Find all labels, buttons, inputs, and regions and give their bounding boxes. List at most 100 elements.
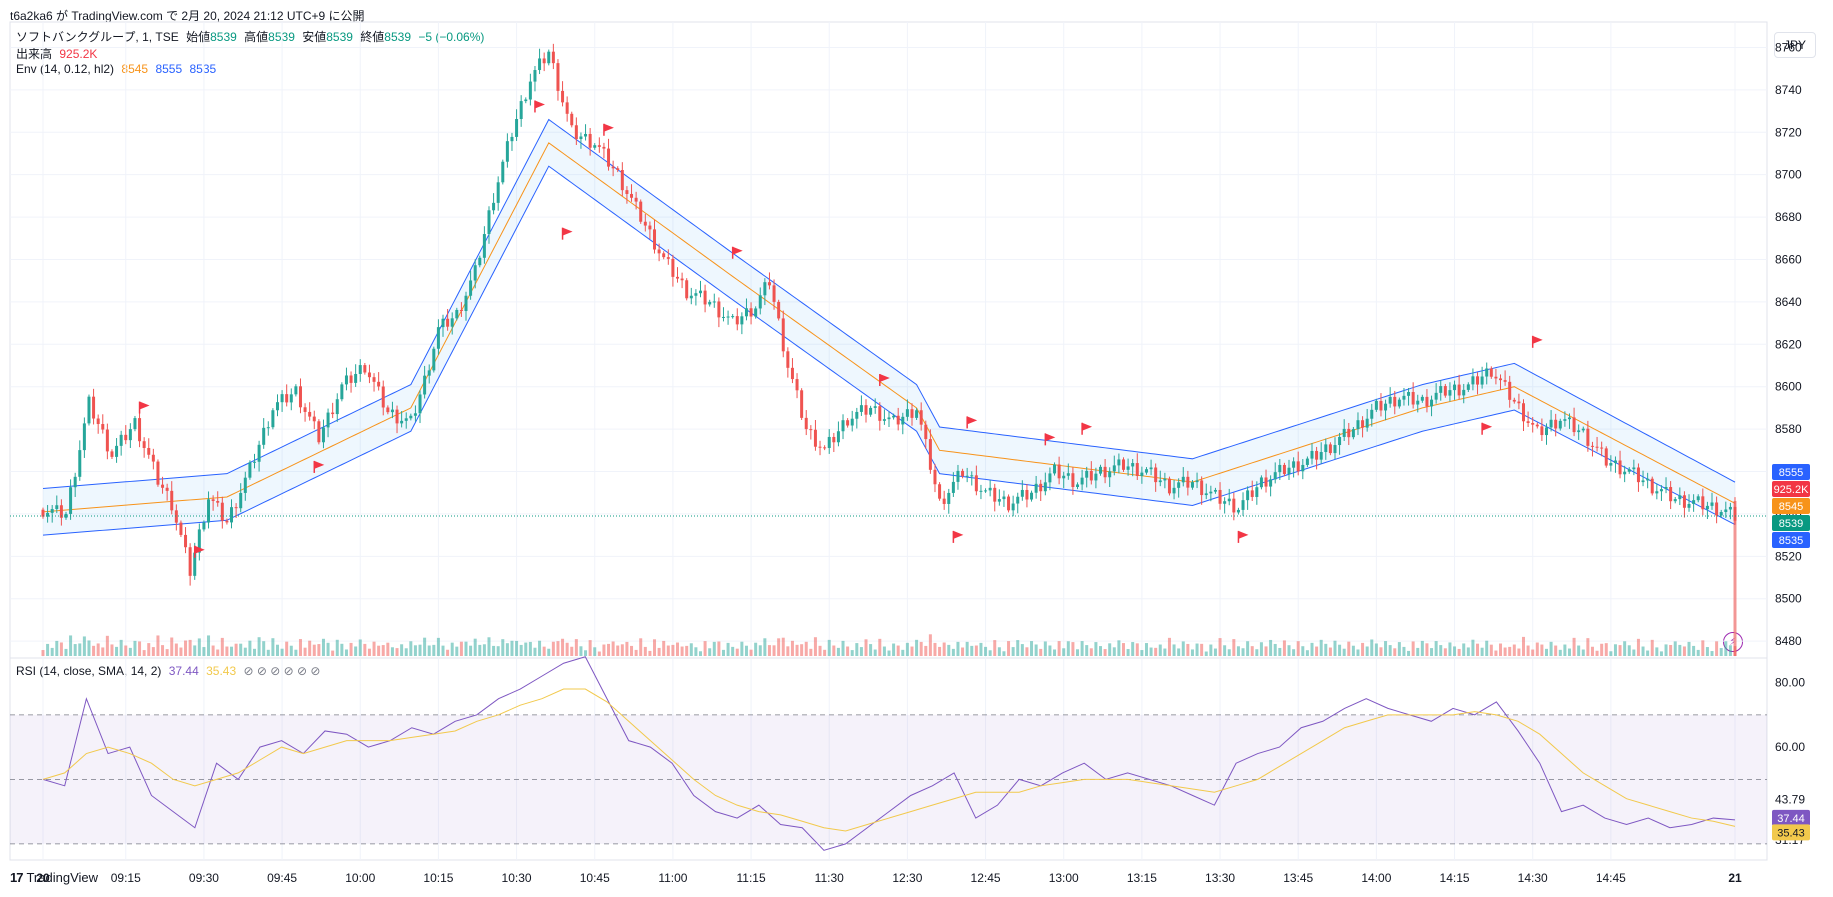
volume-bar <box>1287 645 1291 656</box>
volume-bar <box>1177 648 1181 656</box>
candle-body <box>1696 496 1700 501</box>
volume-bar <box>46 643 50 656</box>
volume-bar <box>1154 647 1158 656</box>
candle-body <box>1269 479 1273 487</box>
volume-bar <box>184 640 188 656</box>
volume-bar <box>1085 645 1089 656</box>
candle-body <box>349 375 353 383</box>
price-tick-label: 8640 <box>1775 295 1802 309</box>
candle-body <box>105 429 109 452</box>
volume-bar <box>1728 645 1732 656</box>
candle-body <box>41 509 45 517</box>
candle-body <box>712 301 716 303</box>
candle-body <box>836 431 840 443</box>
candle-body <box>703 290 707 305</box>
candle-body <box>395 409 399 424</box>
volume-bar <box>1659 651 1663 656</box>
volume-bar <box>275 644 279 656</box>
volume-bar <box>685 645 689 656</box>
candle-body <box>202 522 206 530</box>
currency-button[interactable]: JPY <box>1774 32 1816 58</box>
candle-body <box>358 365 362 374</box>
volume-bar <box>1540 644 1544 656</box>
candle-body <box>1250 490 1254 497</box>
candle-body <box>1048 473 1052 483</box>
candle-body <box>777 301 781 319</box>
volume-bar <box>73 644 77 656</box>
candle-body <box>579 136 583 140</box>
volume-bar <box>1641 646 1645 656</box>
high-label: 高値 <box>244 30 269 44</box>
time-tick-label: 20 <box>36 871 50 885</box>
candle-body <box>1430 399 1434 407</box>
candle-body <box>1659 489 1663 492</box>
candle-body <box>634 197 638 202</box>
tradingview-brand: TradingView <box>26 870 99 885</box>
candle-body <box>1457 384 1461 396</box>
volume-bar <box>947 644 951 656</box>
volume-bar <box>1586 638 1590 656</box>
volume-bar <box>786 646 790 656</box>
price-tick-label: 8520 <box>1775 549 1802 563</box>
price-badge <box>1772 481 1810 497</box>
volume-bar <box>873 649 877 656</box>
volume-bar <box>602 644 606 656</box>
volume-bar <box>1002 651 1006 656</box>
volume-bar <box>1213 648 1217 656</box>
candle-body <box>515 119 519 137</box>
volume-bar <box>1618 645 1622 656</box>
volume-bar <box>538 640 542 656</box>
volume-bar <box>1443 648 1447 656</box>
volume-bar <box>464 641 468 656</box>
candle-body <box>905 409 909 417</box>
volume-bar <box>427 645 431 656</box>
candle-body <box>1393 396 1397 407</box>
volume-bar <box>1112 647 1116 656</box>
candle-body <box>1319 452 1323 460</box>
candle-body <box>1710 502 1714 506</box>
volume-bar <box>620 644 624 656</box>
volume-bar <box>505 643 509 656</box>
change-value: −5 (−0.06%) <box>418 30 485 44</box>
env-basis-value: 8545 <box>121 62 149 76</box>
time-tick-label: 11:00 <box>658 871 687 885</box>
candle-body <box>1246 490 1250 501</box>
volume-bar <box>974 645 978 656</box>
candle-body <box>1085 470 1089 478</box>
candle-body <box>110 451 114 457</box>
volume-bar <box>1071 642 1075 656</box>
candle-body <box>928 439 932 470</box>
volume-bar <box>253 648 256 656</box>
volume-bar <box>423 637 427 656</box>
time-tick-label: 14:45 <box>1596 871 1626 885</box>
volume-bar <box>1356 649 1360 656</box>
candle-body <box>979 490 983 492</box>
volume-bar <box>850 650 854 656</box>
volume-bar <box>1301 646 1305 656</box>
candle-body <box>859 405 863 412</box>
candle-body <box>1678 495 1682 500</box>
volume-bar <box>156 635 160 656</box>
candle-body <box>1080 477 1084 485</box>
candle-body <box>1301 464 1305 472</box>
volume-bar <box>1025 647 1029 656</box>
volume-bar <box>1117 640 1121 656</box>
volume-bar <box>1705 647 1709 656</box>
candle-body <box>850 418 854 426</box>
candle-body <box>869 407 873 415</box>
symbol-name[interactable]: ソフトバンクグループ, 1, TSE <box>16 30 179 44</box>
candle-body <box>1636 467 1640 483</box>
volume-bar <box>1719 648 1723 656</box>
volume-bar <box>979 642 983 656</box>
alert-bolt-icon[interactable]: ⚡ <box>1723 632 1743 652</box>
volume-bar <box>648 650 652 656</box>
env-legend[interactable]: Env (14, 0.12, hl2) 8545 8555 8535 <box>16 62 216 76</box>
candle-body <box>887 417 891 420</box>
volume-bar <box>1292 649 1296 656</box>
volume-bar <box>694 647 698 656</box>
volume-bar <box>1512 644 1516 656</box>
symbol-legend[interactable]: ソフトバンクグループ, 1, TSE 始値8539 高値8539 安値8539 … <box>16 28 484 45</box>
candle-body <box>69 487 73 514</box>
rsi-label: RSI (14, close, SMA, 14, 2) <box>16 664 162 678</box>
